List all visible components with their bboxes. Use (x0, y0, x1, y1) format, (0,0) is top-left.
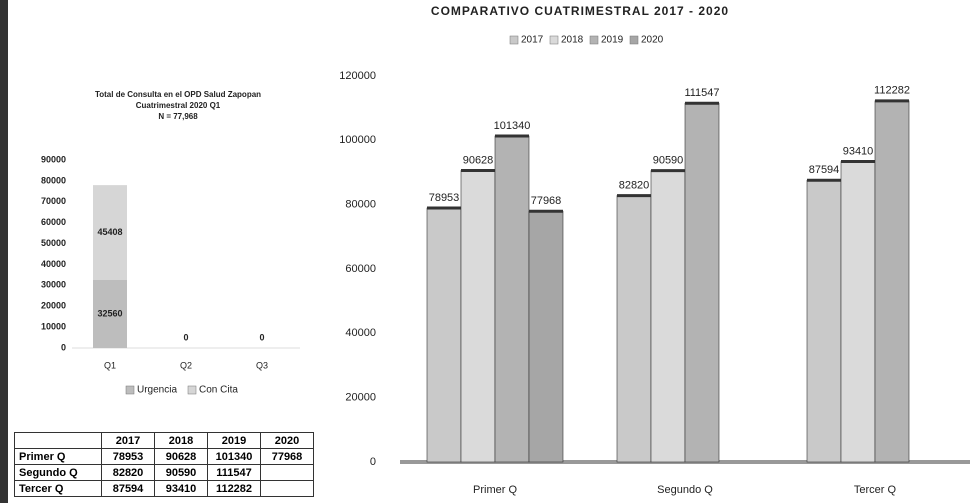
chart-title: Total de Consulta en el OPD Salud Zapopa… (95, 90, 261, 99)
table-cell (260, 480, 314, 497)
y-tick-label: 30000 (41, 280, 66, 290)
legend-label: Urgencia (137, 385, 177, 396)
y-tick-label: 0 (370, 456, 376, 468)
x-tick-label: Q2 (180, 360, 192, 370)
bar (616, 195, 652, 463)
legend-swatch (509, 35, 519, 45)
scan-edge (0, 0, 8, 503)
legend-label: 2020 (641, 35, 664, 46)
legend-swatch (629, 35, 639, 45)
y-tick-label: 60000 (41, 217, 66, 227)
annotation: N = 77,968 (158, 112, 198, 121)
data-label: 82820 (619, 180, 650, 192)
data-label: 87594 (809, 164, 840, 176)
data-label: 77968 (531, 195, 562, 207)
data-label: 101340 (494, 120, 531, 132)
bar (93, 185, 127, 280)
x-tick-label: Segundo Q (657, 484, 713, 496)
bar (494, 135, 530, 463)
bar (806, 179, 842, 463)
x-tick-label: Tercer Q (854, 484, 897, 496)
table-row: Segundo Q 82820 90590 111547 (14, 464, 314, 481)
column-header: 2020 (260, 432, 314, 449)
x-tick-label: Q3 (256, 360, 268, 370)
bar (460, 170, 496, 463)
row-label: Segundo Q (14, 464, 102, 481)
legend-swatch (125, 385, 135, 395)
bar (650, 170, 686, 463)
table-cell: 82820 (101, 464, 155, 481)
data-label: 78953 (429, 192, 460, 204)
bar (684, 102, 720, 463)
table-cell: 77968 (260, 448, 314, 465)
data-label: 0 (259, 332, 264, 342)
bar (840, 161, 876, 463)
table-cell: 90590 (154, 464, 208, 481)
table-cell: 101340 (207, 448, 261, 465)
legend-swatch (549, 35, 559, 45)
y-tick-label: 10000 (41, 321, 66, 331)
y-tick-label: 80000 (41, 175, 66, 185)
table-cell: 112282 (207, 480, 261, 497)
y-tick-label: 40000 (345, 327, 376, 339)
chart-subtitle: Cuatrimestral 2020 Q1 (136, 101, 221, 110)
column-header: 2018 (154, 432, 208, 449)
table-cell: 90628 (154, 448, 208, 465)
data-label: 0 (183, 332, 188, 342)
table-cell: 93410 (154, 480, 208, 497)
corner-cell (14, 432, 102, 449)
legend-label: Con Cita (199, 385, 238, 396)
bar (93, 279, 127, 348)
table-cell: 87594 (101, 480, 155, 497)
legend-swatch (589, 35, 599, 45)
column-header: 2019 (207, 432, 261, 449)
data-label: 90628 (463, 154, 494, 166)
bar (874, 100, 910, 463)
row-label: Tercer Q (14, 480, 102, 497)
y-tick-label: 100000 (339, 134, 376, 146)
y-tick-label: 70000 (41, 196, 66, 206)
data-label: 112282 (874, 85, 910, 97)
data-label: 90590 (653, 155, 684, 167)
y-tick-label: 80000 (345, 199, 376, 211)
y-tick-label: 90000 (41, 154, 66, 164)
data-label: 111547 (684, 87, 719, 99)
table-cell: 78953 (101, 448, 155, 465)
y-tick-label: 60000 (345, 263, 376, 275)
y-tick-label: 40000 (41, 259, 66, 269)
table-cell (260, 464, 314, 481)
bar (528, 210, 564, 463)
legend-label: 2019 (601, 35, 624, 46)
header-row: 2017 2018 2019 2020 (14, 432, 314, 449)
table-row: Primer Q 78953 90628 101340 77968 (14, 448, 314, 465)
table-cell: 111547 (207, 464, 261, 481)
x-tick-label: Q1 (104, 360, 116, 370)
column-header: 2017 (101, 432, 155, 449)
chart-title: COMPARATIVO CUATRIMESTRAL 2017 - 2020 (431, 4, 729, 18)
table-row: Tercer Q 87594 93410 112282 (14, 480, 314, 497)
y-tick-label: 120000 (339, 70, 376, 82)
x-tick-label: Primer Q (473, 484, 517, 496)
row-label: Primer Q (14, 448, 102, 465)
data-label: 45408 (97, 227, 122, 237)
y-tick-label: 50000 (41, 238, 66, 248)
legend-label: 2017 (521, 35, 544, 46)
data-label: 93410 (843, 145, 874, 157)
legend-label: 2018 (561, 35, 584, 46)
legend-swatch (187, 385, 197, 395)
y-tick-label: 20000 (41, 301, 66, 311)
bar (426, 207, 462, 463)
data-label: 32560 (97, 308, 122, 318)
data-table: 2017 2018 2019 2020 Primer Q 78953 90628 101340… (14, 432, 314, 497)
y-tick-label: 0 (61, 342, 66, 352)
y-tick-label: 20000 (345, 392, 376, 404)
